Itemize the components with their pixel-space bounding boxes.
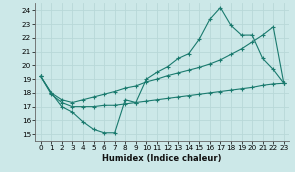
X-axis label: Humidex (Indice chaleur): Humidex (Indice chaleur) (102, 154, 222, 163)
